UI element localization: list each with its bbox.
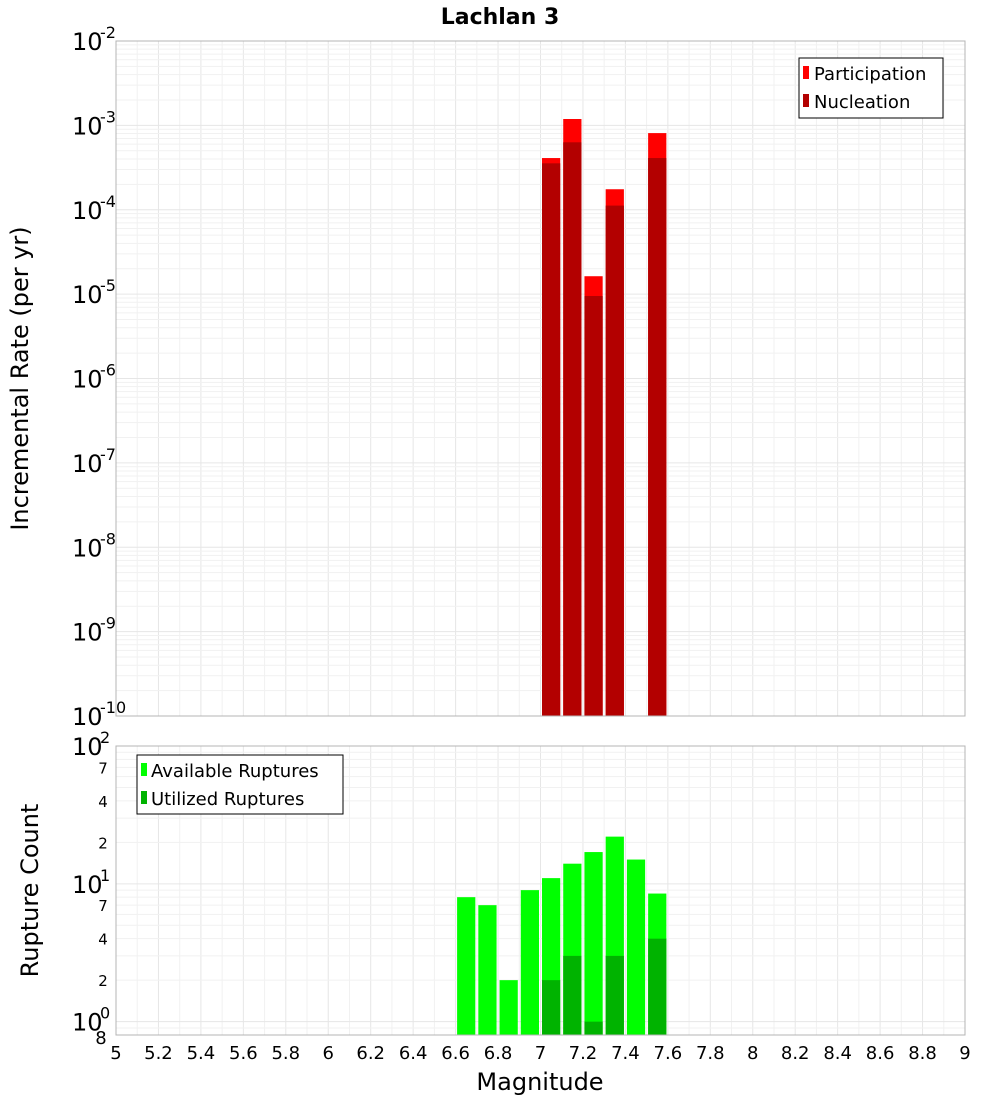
x-tick-label: 8.4 (823, 1043, 852, 1064)
y-minor-tick-label: 2 (98, 834, 108, 852)
top-legend-box (798, 57, 944, 119)
x-tick-label: 7.6 (654, 1043, 683, 1064)
y-tick-label: 10 (72, 871, 103, 899)
bottom-bar-utilized-ruptures (542, 980, 561, 1035)
x-tick-label: 6.8 (484, 1043, 513, 1064)
x-tick-label: 6 (323, 1043, 334, 1064)
y-minor-tick-label: 2 (98, 972, 108, 990)
y-tick-label: 10 (72, 112, 103, 140)
x-tick-label: 7.8 (696, 1043, 725, 1064)
y-tick-label: 10 (72, 366, 103, 394)
x-ticks: 5 5.2 5.4 5.6 5.8 6 6.2 6.4 6.6 6.8 7 7.2 7.4 7.6 7.8 8… (110, 1043, 970, 1064)
x-tick-label: 7.4 (611, 1043, 640, 1064)
x-tick-label: 8 (747, 1043, 758, 1064)
y-tick-exponent: -5 (100, 276, 116, 295)
y-tick-exponent: 1 (100, 866, 110, 885)
y-tick-exponent: -2 (100, 23, 116, 42)
bottom-bar-available-ruptures (520, 890, 539, 1035)
top-legend: Participation Nucleation (798, 57, 944, 119)
legend-swatch-available-ruptures (141, 763, 147, 776)
y-tick-label: 10 (72, 28, 103, 56)
x-tick-label: 5 (110, 1043, 121, 1064)
top-bar-nucleation (563, 142, 582, 716)
bottom-plot-frame (115, 745, 966, 1036)
top-bar-nucleation (648, 158, 667, 716)
bottom-bar-available-ruptures (584, 852, 603, 1035)
chart-title: Lachlan 3 (441, 5, 560, 30)
y-tick-exponent: 0 (100, 1004, 110, 1023)
x-tick-label: 8.2 (781, 1043, 810, 1064)
bottom-bar-utilized-ruptures (563, 955, 582, 1035)
x-tick-label: 6.4 (399, 1043, 428, 1064)
bottom-bar-available-ruptures (478, 905, 497, 1035)
bottom-gridlines (115, 745, 966, 1036)
x-tick-label: 8.8 (908, 1043, 937, 1064)
legend-label-available-ruptures: Available Ruptures (151, 761, 319, 782)
top-bar-nucleation (542, 163, 561, 717)
y-tick-label: 10 (72, 450, 103, 478)
legend-label-participation: Participation (814, 64, 926, 85)
y-minor-tick-label: 7 (98, 759, 108, 777)
legend-swatch-participation (803, 66, 809, 79)
bottom-bar-utilized-ruptures (584, 1021, 603, 1035)
legend-label-nucleation: Nucleation (814, 92, 910, 113)
y-tick-exponent: -7 (100, 445, 116, 464)
x-tick-label: 5.8 (271, 1043, 300, 1064)
y-minor-tick-label: 7 (98, 897, 108, 915)
y-tick-exponent: -10 (100, 698, 126, 717)
y-tick-label: 10 (72, 733, 103, 761)
top-gridlines (115, 40, 966, 717)
y-tick-exponent: -9 (100, 614, 116, 633)
y-tick-label: 10 (72, 1009, 103, 1037)
y-tick-label: 10 (72, 534, 103, 562)
top-bar-nucleation (584, 296, 603, 716)
top-plot-frame (115, 40, 966, 717)
y-tick-exponent: -6 (100, 361, 116, 380)
y-tick-exponent: -3 (100, 107, 116, 126)
x-tick-label: 7.2 (569, 1043, 598, 1064)
top-bar-nucleation (605, 205, 624, 716)
bottom-legend-box (136, 754, 344, 815)
bottom-bar-utilized-ruptures (648, 938, 667, 1035)
x-tick-label: 7 (535, 1043, 546, 1064)
y-minor-tick-label: 8 (95, 1028, 106, 1049)
legend-swatch-utilized-ruptures (141, 791, 147, 804)
y-minor-tick-label: 4 (98, 931, 108, 949)
bottom-bar-available-ruptures (626, 859, 646, 1035)
legend-swatch-nucleation (803, 94, 809, 107)
bottom-y-axis-label: Rupture Count (16, 804, 44, 978)
y-tick-exponent: -8 (100, 529, 116, 548)
y-tick-label: 10 (72, 703, 103, 731)
legend-label-utilized-ruptures: Utilized Ruptures (151, 789, 304, 810)
y-tick-label: 10 (72, 619, 103, 647)
bottom-bar-utilized-ruptures (605, 955, 624, 1035)
x-tick-label: 8.6 (866, 1043, 895, 1064)
bottom-bars (457, 836, 667, 1035)
x-tick-label: 6.6 (441, 1043, 470, 1064)
y-minor-tick-label: 4 (98, 793, 108, 811)
x-axis-label: Magnitude (476, 1068, 603, 1096)
bottom-legend: Available Ruptures Utilized Ruptures (136, 754, 344, 815)
bottom-bar-available-ruptures (499, 980, 518, 1035)
top-bars (542, 119, 667, 717)
y-tick-label: 10 (72, 197, 103, 225)
y-tick-label: 10 (72, 281, 103, 309)
x-tick-label: 5.4 (187, 1043, 216, 1064)
x-tick-label: 6.2 (356, 1043, 385, 1064)
y-tick-exponent: -4 (100, 192, 116, 211)
x-tick-label: 5.2 (144, 1043, 173, 1064)
bottom-bar-available-ruptures (457, 897, 476, 1035)
x-tick-label: 9 (959, 1043, 970, 1064)
x-tick-label: 5.6 (229, 1043, 258, 1064)
y-tick-exponent: 2 (100, 728, 110, 747)
top-y-axis-label: Incremental Rate (per yr) (6, 226, 34, 530)
